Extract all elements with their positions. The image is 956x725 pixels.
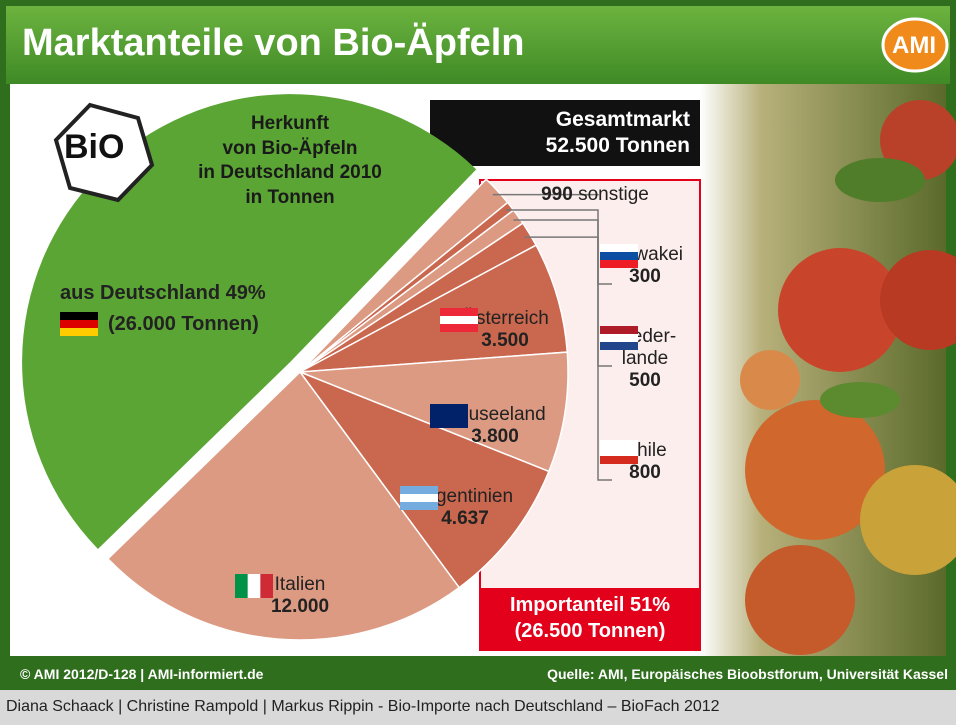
apples (740, 100, 956, 655)
value-label: 3.800 (471, 425, 519, 447)
category-label: Italien (274, 574, 326, 595)
header-bar (6, 6, 950, 84)
import-total: (26.500 Tonnen) (514, 620, 666, 642)
flag (600, 440, 638, 464)
import-total-box (480, 588, 700, 650)
copyright: © AMI 2012/D-128 | AMI-informiert.de (20, 666, 264, 682)
slice-label: 990 sonstige (520, 184, 670, 206)
value-label: 990 (541, 184, 573, 205)
category-label: Neuseeland (444, 404, 546, 425)
flag (235, 574, 273, 598)
value-label: (26.000 Tonnen) (108, 313, 259, 335)
market-label: Gesamtmarkt (555, 108, 690, 131)
category-label: aus Deutschland 49% (60, 282, 266, 304)
bio-logo-text: BiO (64, 128, 125, 166)
flag (600, 244, 638, 268)
pie-slice (297, 370, 550, 589)
slice-label: aus Deutschland 49% (26.000 Tonnen) (60, 282, 320, 336)
leader-line (524, 236, 612, 481)
pie (22, 94, 569, 641)
value-label: 12.000 (270, 595, 330, 617)
value-label: 300 (629, 265, 661, 287)
value-label: 500 (629, 369, 661, 391)
value-label: 3.500 (481, 329, 529, 351)
category-label: Österreich (461, 308, 549, 329)
market-total: 52.500 Tonnen (545, 134, 690, 157)
value-label: 800 (629, 461, 661, 483)
slice-label: Chile 800 (600, 440, 690, 484)
ami-logo (881, 17, 949, 73)
slice-label: Österreich 3.500 (440, 308, 570, 352)
title: Marktanteile von Bio-Äpfeln (22, 22, 525, 64)
slice-label: Argentinien 4.637 (400, 486, 530, 530)
slice-label: Neuseeland 3.800 (430, 404, 560, 448)
value-label: 4.637 (441, 507, 489, 529)
slice-label: Nieder- lande 500 (600, 326, 690, 392)
pie-slice (22, 94, 477, 549)
leader-line (492, 193, 599, 196)
pie-slice (106, 370, 461, 641)
category-label: sonstige (578, 184, 649, 205)
flag (400, 486, 438, 510)
caption-bar (0, 690, 956, 725)
bio-logo (53, 102, 155, 203)
flag (440, 308, 478, 332)
logo-text: AMI (892, 32, 936, 59)
pie-slice (299, 244, 569, 373)
pie-title: Herkunft von Bio-Äpfeln in Deutschland 2… (198, 113, 382, 209)
caption: Diana Schaack | Christine Rampold | Mark… (6, 698, 720, 715)
slice-label: Slowakei 300 (600, 244, 690, 288)
slice-label: Italien 12.000 (235, 574, 365, 618)
source: Quelle: AMI, Europäisches Bioobstforum, … (547, 666, 948, 682)
flag (60, 312, 98, 336)
import-label: Importanteil 51% (509, 594, 671, 616)
category-label: Argentinien (416, 486, 514, 507)
flag (430, 404, 468, 428)
flag (600, 326, 638, 350)
market-box (430, 100, 700, 166)
